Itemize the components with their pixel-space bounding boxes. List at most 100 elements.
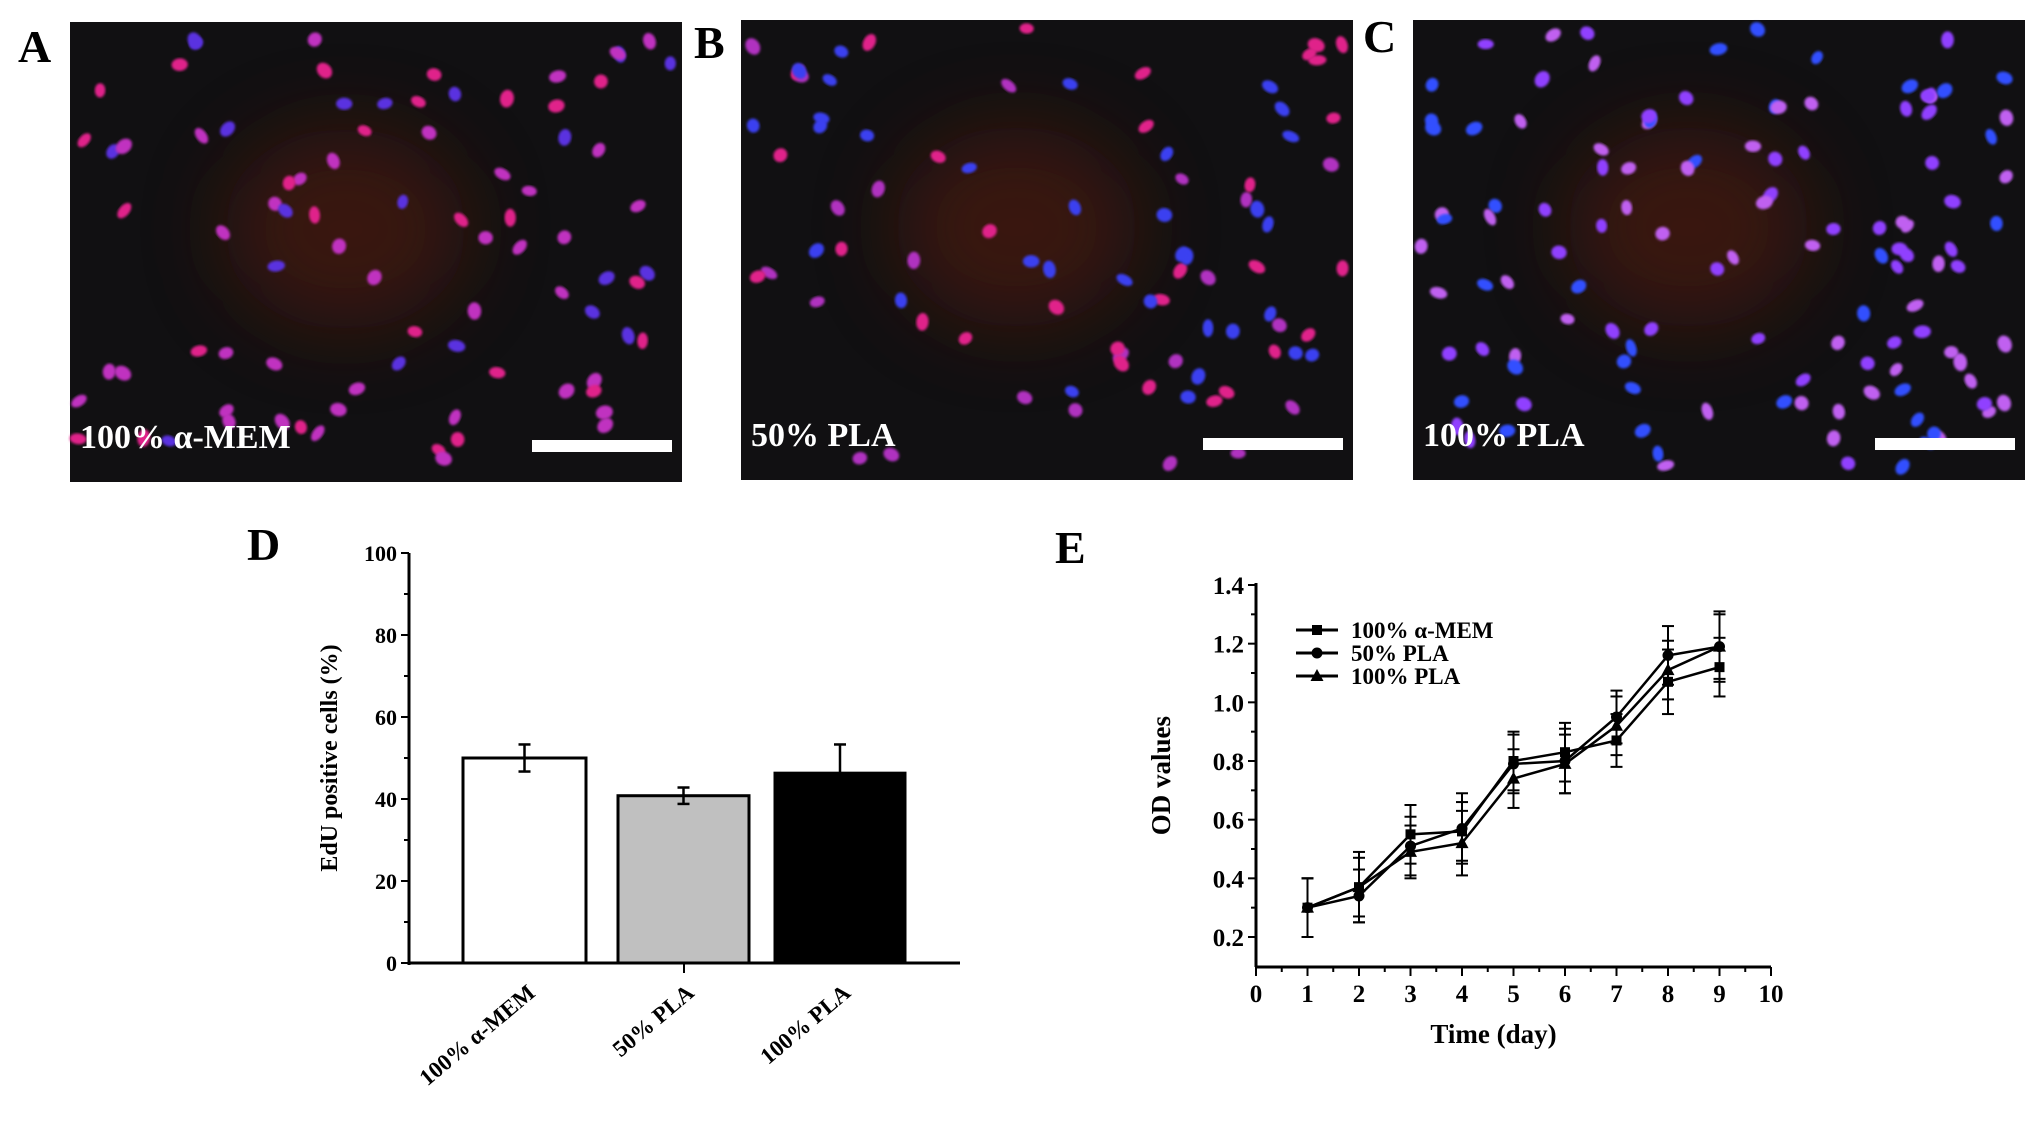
x-tick-label: 100% PLA [755,979,855,1069]
y-tick-label: 60 [375,705,397,730]
cell-nucleus [1932,255,1945,273]
cell-nucleus [1899,247,1914,263]
cell-nucleus [809,296,825,308]
cell-nucleus [1326,112,1341,124]
cell-nucleus [592,142,606,158]
cell-nucleus [1200,270,1216,286]
cell-nucleus [1507,359,1523,375]
cell-nucleus [1976,397,1992,411]
legend-marker [1310,669,1324,681]
cell-nucleus [1678,91,1694,106]
cell-nucleus [639,265,655,281]
y-tick-label: 100 [364,541,397,566]
cell-nucleus [907,251,921,269]
cell-nucleus [1464,431,1476,449]
cell-nucleus [1798,145,1810,160]
cell-nucleus [161,435,177,447]
cell-nucleus [1811,51,1823,65]
legend-entry: 100% α-MEM [1296,618,1494,643]
cell-nucleus [1022,255,1040,268]
cell-nucleus [1895,458,1910,475]
legend-entry: 100% PLA [1296,664,1461,689]
cell-nucleus [1142,379,1157,395]
cell-nucleus [219,404,234,418]
cell-nucleus [489,367,506,379]
legend-entry: 50% PLA [1296,641,1449,666]
cell-nucleus [1516,397,1532,412]
cell-nucleus [1770,100,1787,115]
scale-bar [1875,438,2015,450]
cell-nucleus [813,119,828,134]
cell-nucleus [595,405,613,420]
x-tick-label: 100% α-MEM [414,979,539,1090]
cell-nucleus [1191,368,1206,385]
cell-nucleus [1001,78,1017,93]
cell-nucleus [1571,279,1587,294]
cell-nucleus [1248,260,1266,274]
x-tick-label: 5 [1507,981,1520,1008]
legend-marker [1312,625,1322,635]
cell-nucleus [1175,246,1190,262]
cell-nucleus [1534,71,1550,88]
cell-nucleus [883,447,900,462]
cell-nucleus [1288,346,1303,360]
cell-nucleus [1605,323,1620,339]
cell-nucleus [1621,200,1633,216]
cell-nucleus [1230,448,1246,459]
cell-nucleus [1225,323,1240,339]
cell-nucleus [555,286,569,299]
cell-nucleus [117,202,132,219]
cell-nucleus [629,275,646,289]
cell-nucleus [1996,394,2012,412]
cell-nucleus [190,345,208,357]
data-point [1558,756,1572,769]
cell-nucleus [1887,336,1902,349]
cell-nucleus [1950,260,1966,273]
cell-nucleus [102,363,116,380]
x-tick-label: 4 [1456,981,1469,1008]
cell-nucleus [830,200,845,216]
cell-nucleus [1282,130,1300,143]
cell-nucleus [1750,22,1765,37]
cell-nucleus [326,152,340,170]
cell-nucleus [584,305,600,319]
cell-nucleus [1857,305,1871,322]
cell-nucleus [1244,177,1256,193]
cell-nucleus [222,413,236,430]
cell-nucleus [1162,456,1178,472]
cell-nucleus [1641,109,1657,124]
x-tick-label: 8 [1662,981,1675,1008]
cell-nucleus [115,138,132,155]
bar [461,756,588,965]
micrograph-panels: 100% α-MEM A 50% PLA B 100% PLA C [18,11,2025,482]
cell-nucleus [1500,275,1514,290]
legend-marker [1311,647,1323,659]
cell-nucleus [1727,250,1739,265]
cell-nucleus [594,74,608,89]
y-tick-label: 1.2 [1213,632,1244,659]
cell-nucleus [397,194,409,209]
cell-nucleus [1250,200,1265,218]
cell-nucleus [1831,335,1845,351]
data-point [1404,844,1417,857]
cell-nucleus [749,270,766,283]
cell-nucleus [1657,460,1675,471]
cell-nucleus [1264,306,1277,322]
cell-nucleus [609,46,626,60]
panel-condition-label: 100% PLA [1423,417,1585,454]
cell-nucleus [1477,39,1494,50]
line-chart-od: E 0.2 0.4 0.6 0.8 1.0 1.2 1.4 0 1 2 3 4 5 6 7 8 9 10 Time (… [1055,522,1784,1049]
cell-nucleus [597,417,614,433]
cell-nucleus [745,38,761,55]
cell-nucleus [1826,222,1841,236]
x-tick-label: 0 [1250,981,1263,1008]
cell-nucleus [1755,195,1773,210]
cell-nucleus [215,225,230,241]
cell-nucleus [336,97,353,110]
cell-nucleus [294,420,307,434]
cell-nucleus [1895,215,1910,230]
cell-nucleus [1680,160,1695,176]
cell-nucleus [1062,78,1078,90]
cell-nucleus [1168,354,1183,369]
x-tick-label: 10 [1759,981,1784,1008]
